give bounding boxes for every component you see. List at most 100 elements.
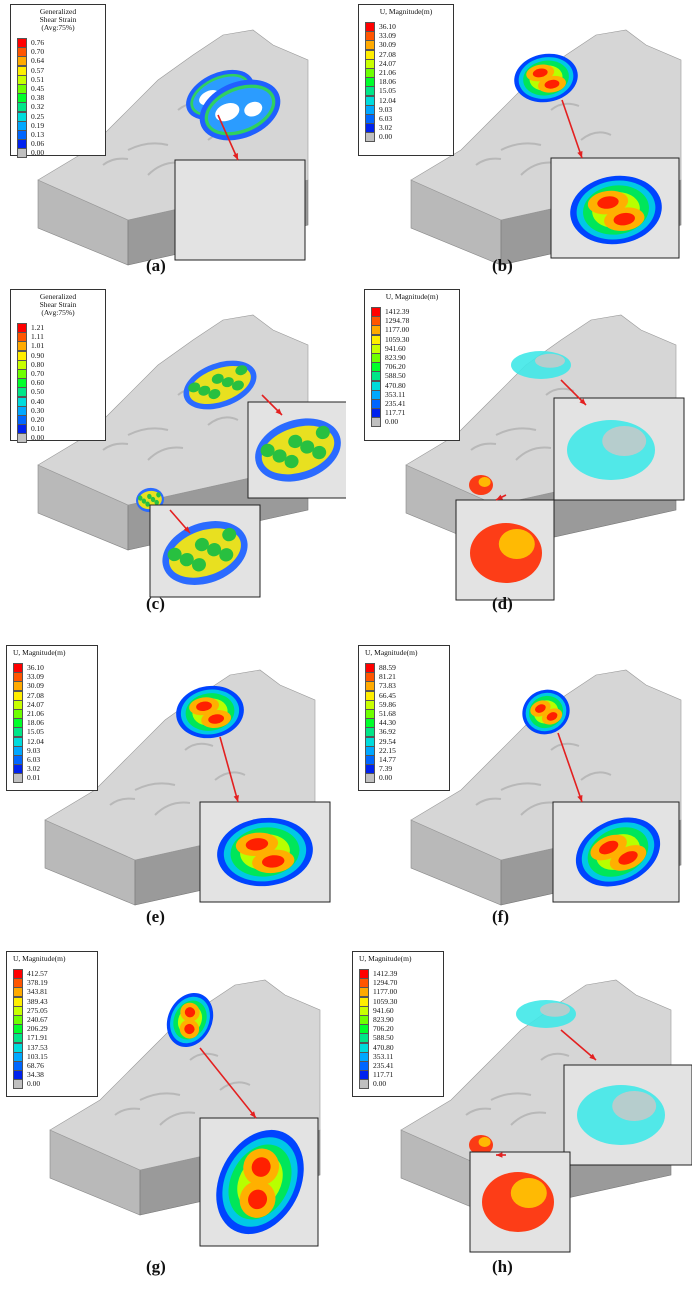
debris-zone-red: [482, 1172, 554, 1232]
legend-title-g: U, Magnitude(m): [7, 955, 97, 963]
contour-band: [498, 529, 535, 559]
legend-value: 0.00: [379, 132, 393, 142]
legend-title-e: U, Magnitude(m): [7, 649, 97, 657]
contour-band: [154, 499, 159, 506]
legend-value: 21.06: [379, 68, 396, 77]
displacement-zone: [217, 817, 313, 887]
legend-title-line: Generalized: [39, 7, 77, 16]
contour-band: [184, 1007, 196, 1018]
terrain-gully: [510, 1111, 547, 1126]
terrain-gully: [127, 142, 169, 151]
legend-value: 470.80: [385, 380, 406, 390]
contour-band: [196, 701, 212, 712]
legend-title-line: U, Magnitude(m): [13, 648, 66, 657]
legend-title-line: (Avg:75%): [41, 23, 75, 32]
contour-band: [138, 495, 143, 501]
arrow-head: [579, 398, 586, 405]
legend-value: 0.30: [31, 405, 45, 415]
contour-band: [272, 449, 287, 463]
displacement-zone-elongated: [216, 1129, 304, 1235]
arrow-head: [232, 153, 238, 160]
legend-value: 9.03: [379, 104, 393, 114]
debris-zone-red: [469, 1135, 493, 1155]
panel-d: U, Magnitude(m) 1412.39 1294.78 1177.00 105…: [346, 285, 692, 620]
zoom-inset: [174, 79, 306, 261]
legend-row: 0.00: [365, 773, 393, 784]
legend-value: 44.30: [379, 718, 396, 728]
legend-value: 36.10: [27, 663, 44, 672]
legend-value: 1177.00: [385, 325, 410, 335]
contour-band: [284, 454, 299, 469]
legend-value: 0.06: [31, 139, 45, 149]
legend-value: 1294.70: [373, 978, 398, 988]
legend-value: 24.07: [379, 58, 396, 68]
legend-value: 823.90: [373, 1015, 394, 1024]
strain-zone: [183, 360, 257, 410]
legend-g: U, Magnitude(m) 412.57 378.19 343.81 389.43…: [6, 951, 98, 1097]
terrain-gully: [580, 771, 612, 781]
slope-model-b: [410, 29, 682, 266]
legend-value: 412.57: [27, 969, 48, 978]
legend-value: 137.53: [27, 1042, 48, 1052]
contour-band: [207, 543, 222, 557]
legend-title-h: U, Magnitude(m): [353, 955, 443, 963]
slope-model-g: [49, 979, 321, 1247]
terrain-gully: [550, 742, 580, 751]
caption-h: (h): [492, 1257, 513, 1276]
contour-band: [145, 501, 150, 507]
legend-value: 0.00: [373, 1079, 387, 1089]
legend-value: 59.86: [379, 699, 396, 709]
terrain-gully: [134, 782, 176, 791]
displacement-zone: [575, 817, 661, 887]
legend-title-line: U, Magnitude(m): [359, 954, 412, 963]
zoom-inset: [553, 397, 685, 501]
legend-value: 275.05: [27, 1005, 48, 1015]
terrain-gully: [540, 1052, 570, 1061]
legend-value: 1059.30: [373, 996, 398, 1006]
slope-model-e: [44, 669, 331, 906]
legend-value: 0.51: [31, 74, 45, 84]
contour-band: [251, 1157, 271, 1177]
contour-band: [613, 212, 635, 226]
legend-value: 21.06: [27, 709, 44, 718]
legend-value: 235.41: [385, 399, 406, 408]
zoom-inset: [469, 1151, 571, 1253]
terrain-gully: [475, 797, 502, 806]
legend-value: 6.03: [27, 755, 41, 764]
legend-row: 0.01: [13, 773, 40, 784]
contour-band: [532, 68, 548, 78]
displacement-zone: [570, 175, 662, 245]
contour-band: [221, 377, 234, 388]
arrow-head: [496, 494, 503, 500]
legend-value: 9.03: [27, 745, 41, 755]
legend-value: 0.38: [31, 93, 45, 103]
panel-h: U, Magnitude(m) 1412.39 1294.70 1177.00 105…: [346, 950, 692, 1291]
contour-band: [598, 840, 619, 855]
legend-value: 0.00: [379, 773, 393, 783]
legend-value: 0.00: [31, 148, 45, 158]
legend-value: 0.70: [31, 369, 45, 378]
zoom-inset: [563, 1064, 692, 1166]
legend-value: 0.00: [31, 433, 45, 443]
legend-value: 0.64: [31, 56, 45, 66]
terrain-gully: [219, 1081, 251, 1091]
legend-value: 0.50: [31, 387, 45, 397]
legend-value: 0.90: [31, 350, 45, 360]
contour-hole: [244, 101, 263, 117]
arrow-head: [249, 1111, 256, 1118]
contour-hole: [215, 103, 240, 122]
inset-frame: [174, 159, 306, 261]
debris-zone-red: [469, 475, 493, 495]
legend-value: 0.40: [31, 396, 45, 406]
zoom-inset: [199, 801, 331, 903]
legend-value: 706.20: [373, 1024, 394, 1034]
legend-row: 0.00: [17, 148, 45, 159]
legend-e: U, Magnitude(m) 36.10 33.09 30.09 27.08 24.0…: [6, 645, 98, 791]
legend-row: 0.00: [359, 1079, 387, 1090]
contour-band: [156, 492, 161, 498]
arrow-head: [589, 1053, 596, 1060]
legend-swatch: [13, 773, 23, 784]
legend-value: 941.60: [373, 1005, 394, 1015]
zoom-inset: [247, 401, 346, 499]
legend-value: 14.77: [379, 755, 396, 764]
